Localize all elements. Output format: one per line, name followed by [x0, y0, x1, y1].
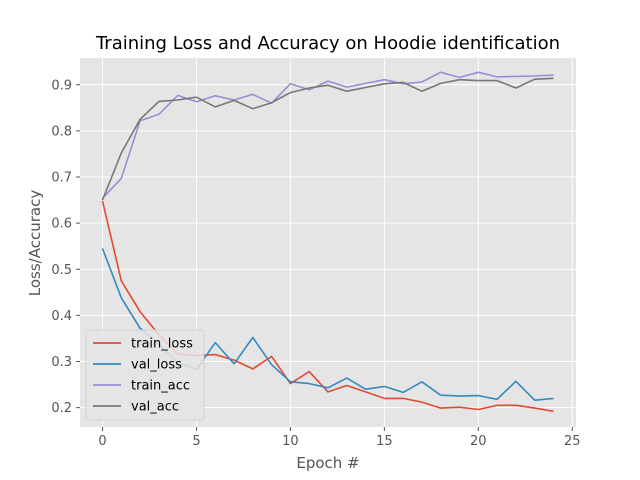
y-tick-label: 0.3	[51, 355, 72, 370]
y-tick-label: 0.7	[51, 171, 72, 186]
y-tick-label: 0.8	[51, 124, 72, 139]
x-tick-label: 25	[564, 434, 581, 449]
series-line-train-acc	[101, 71, 554, 199]
legend-label-val-acc: val_acc	[131, 400, 179, 415]
legend-label-train-acc: train_acc	[131, 379, 190, 394]
legend-box	[85, 329, 205, 421]
legend: train_loss val_loss train_acc val_acc	[85, 329, 205, 421]
x-tick-label: 5	[192, 434, 200, 449]
x-tick-label: 15	[376, 434, 393, 449]
chart-title: Training Loss and Accuracy on Hoodie ide…	[95, 33, 560, 54]
y-tick-label: 0.2	[51, 401, 72, 416]
x-tick-label: 10	[282, 434, 299, 449]
series-line-val-acc	[101, 77, 554, 201]
y-axis-label: Loss/Accuracy	[26, 190, 44, 297]
y-tick-label: 0.9	[51, 78, 72, 93]
legend-label-train-loss: train_loss	[131, 337, 193, 352]
x-tick-label: 20	[470, 434, 487, 449]
x-axis-label: Epoch #	[296, 454, 359, 472]
y-tick-label: 0.6	[51, 217, 72, 232]
x-axis-ticks: 0 5 10 15 20 25	[98, 427, 581, 449]
y-axis-ticks: 0.2 0.3 0.4 0.5 0.6 0.7 0.8 0.9	[51, 78, 80, 416]
y-tick-label: 0.5	[51, 263, 72, 278]
legend-label-val-loss: val_loss	[131, 358, 182, 373]
y-tick-label: 0.4	[51, 309, 72, 324]
x-tick-label: 0	[98, 434, 106, 449]
